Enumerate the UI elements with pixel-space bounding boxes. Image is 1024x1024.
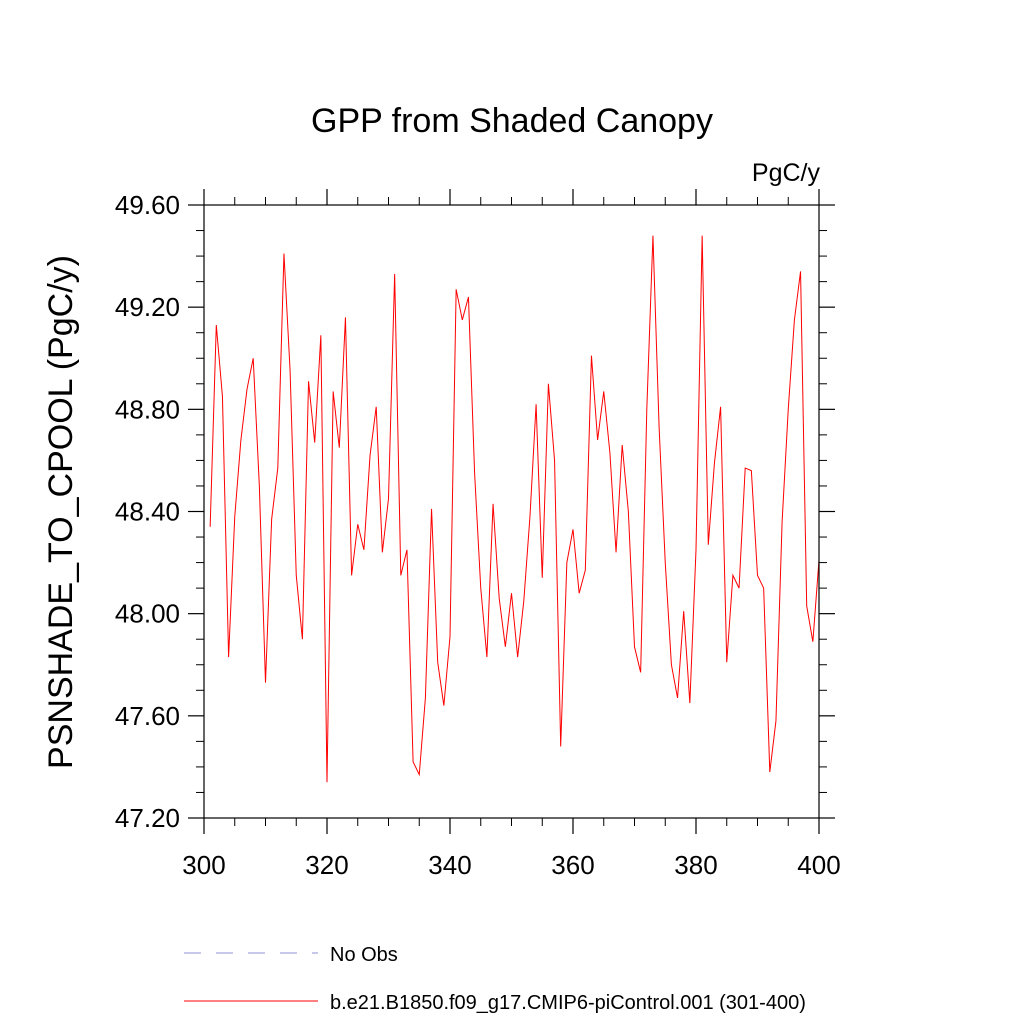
y-tick-label: 49.60 [115,190,180,220]
x-tick-label: 340 [428,850,471,880]
x-tick-label: 400 [797,850,840,880]
y-tick-label: 48.80 [115,394,180,424]
x-tick-label: 380 [674,850,717,880]
axis-tick-labels: 300 320 340 360 380 400 47.20 47.60 48.00 48.40 48… [115,190,841,880]
y-tick-label: 48.00 [115,599,180,629]
legend-label-control-run: b.e21.B1850.f09_g17.CMIP6-piControl.001 … [330,992,806,1014]
series-lines [209,235,820,783]
axis-ticks [188,189,835,834]
y-axis-label: PSNSHADE_TO_CPOOL (PgC/y) [42,255,80,769]
y-tick-label: 49.20 [115,292,180,322]
series-line-0 [209,235,820,783]
x-tick-label: 300 [182,850,225,880]
plot-frame [203,204,820,819]
legend-label-no-obs: No Obs [330,944,398,966]
x-tick-label: 360 [551,850,594,880]
chart-title: GPP from Shaded Canopy [311,102,713,140]
legend: No Obs b.e21.B1850.f09_g17.CMIP6-piContr… [184,944,806,1014]
y-tick-label: 47.60 [115,701,180,731]
x-tick-label: 320 [305,850,348,880]
units-label: PgC/y [752,159,821,187]
y-tick-label: 48.40 [115,497,180,527]
y-tick-label: 47.20 [115,803,180,833]
